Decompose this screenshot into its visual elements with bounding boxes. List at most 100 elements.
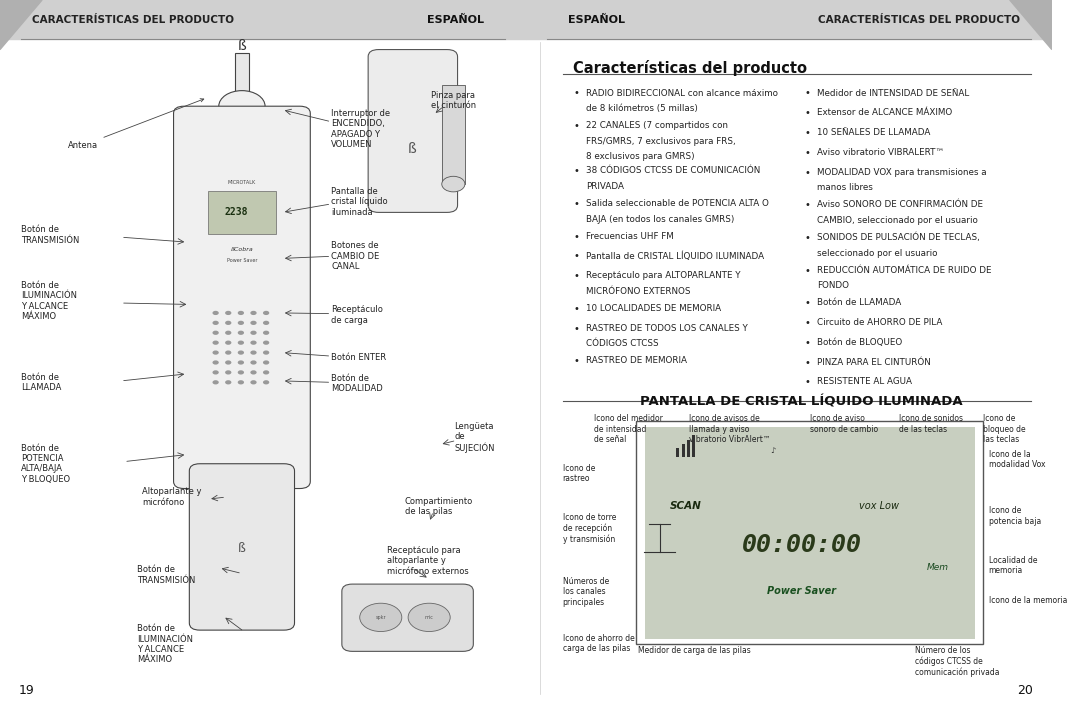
Text: Botón de
POTENCIA
ALTA/BAJA
Y BLOQUEO: Botón de POTENCIA ALTA/BAJA Y BLOQUEO — [21, 444, 70, 484]
Text: Icono de
potencia baja: Icono de potencia baja — [988, 506, 1041, 525]
Text: Interruptor de
ENCENDIDO,
APAGADO Y
VOLUMEN: Interruptor de ENCENDIDO, APAGADO Y VOLU… — [332, 109, 391, 149]
Text: •: • — [805, 200, 810, 210]
Text: 2238: 2238 — [225, 207, 248, 217]
Text: Power Saver: Power Saver — [227, 258, 257, 263]
Text: 10 SEÑALES DE LLAMADA: 10 SEÑALES DE LLAMADA — [818, 128, 931, 137]
Text: Botón de
TRANSMISIÓN: Botón de TRANSMISIÓN — [137, 565, 195, 585]
Text: Frecuencias UHF FM: Frecuencias UHF FM — [585, 232, 674, 241]
Text: Icono de sonidos
de las teclas: Icono de sonidos de las teclas — [900, 414, 963, 433]
Text: Receptáculo para ALTOPARLANTE Y: Receptáculo para ALTOPARLANTE Y — [585, 271, 741, 280]
FancyBboxPatch shape — [342, 584, 473, 651]
Text: BAJA (en todos los canales GMRS): BAJA (en todos los canales GMRS) — [585, 215, 734, 224]
Bar — [208, 191, 275, 234]
Text: Pantalla de CRISTAL LÍQUIDO ILUMINADA: Pantalla de CRISTAL LÍQUIDO ILUMINADA — [585, 251, 764, 261]
Circle shape — [238, 311, 244, 315]
Text: Lengüeta
de
SUJECIÓN: Lengüeta de SUJECIÓN — [455, 422, 495, 453]
Text: MODALIDAD VOX para transmisiones a: MODALIDAD VOX para transmisiones a — [818, 168, 987, 177]
Text: Power Saver: Power Saver — [767, 586, 836, 596]
Text: Número de los
códigos CTCSS de
comunicación privada: Número de los códigos CTCSS de comunicac… — [915, 646, 1000, 677]
Bar — [636, 421, 984, 644]
Bar — [0, 0, 526, 39]
Text: •: • — [573, 304, 579, 314]
Circle shape — [251, 380, 257, 384]
Circle shape — [238, 360, 244, 365]
Text: Icono de
rastreo: Icono de rastreo — [563, 464, 595, 483]
Text: Antena: Antena — [68, 98, 204, 149]
Circle shape — [238, 321, 244, 325]
Circle shape — [262, 321, 269, 325]
FancyBboxPatch shape — [368, 50, 458, 212]
Text: Aviso SONORO DE CONFIRMACIÓN DE: Aviso SONORO DE CONFIRMACIÓN DE — [818, 200, 983, 210]
Bar — [234, 53, 249, 92]
Text: Icono de avisos de
llamada y aviso
vibratorio VibrAlert™: Icono de avisos de llamada y aviso vibra… — [689, 414, 770, 444]
Text: ESPAÑOL: ESPAÑOL — [568, 15, 625, 25]
Bar — [526, 0, 1052, 39]
Text: Botones de
CAMBIO DE
CANAL: Botones de CAMBIO DE CANAL — [332, 241, 379, 271]
Text: FRS/GMRS, 7 exclusivos para FRS,: FRS/GMRS, 7 exclusivos para FRS, — [585, 137, 735, 146]
Circle shape — [251, 331, 257, 335]
Text: Icono del medidor
de intensidad
de señal: Icono del medidor de intensidad de señal — [594, 414, 663, 444]
Circle shape — [442, 176, 464, 192]
Circle shape — [238, 341, 244, 345]
Circle shape — [213, 380, 219, 384]
Text: •: • — [573, 88, 579, 98]
Circle shape — [251, 311, 257, 315]
Text: ß: ß — [408, 142, 417, 156]
Circle shape — [262, 360, 269, 365]
Circle shape — [219, 91, 265, 122]
Circle shape — [225, 321, 231, 325]
Text: Botón de
LLAMADA: Botón de LLAMADA — [21, 372, 62, 392]
Text: •: • — [573, 251, 579, 261]
Text: CARACTERÍSTICAS DEL PRODUCTO: CARACTERÍSTICAS DEL PRODUCTO — [31, 15, 233, 25]
FancyBboxPatch shape — [189, 464, 295, 630]
Circle shape — [262, 380, 269, 384]
Circle shape — [262, 331, 269, 335]
Text: RESISTENTE AL AGUA: RESISTENTE AL AGUA — [818, 377, 913, 387]
Text: Salida seleccionable de POTENCIA ALTA O: Salida seleccionable de POTENCIA ALTA O — [585, 199, 769, 208]
Text: REDUCCIÓN AUTOMÁTICA DE RUIDO DE: REDUCCIÓN AUTOMÁTICA DE RUIDO DE — [818, 266, 991, 275]
Circle shape — [251, 370, 257, 375]
Bar — [645, 427, 975, 639]
Text: Icono de ahorro de
carga de las pilas: Icono de ahorro de carga de las pilas — [563, 634, 634, 653]
Circle shape — [213, 350, 219, 355]
Text: FONDO: FONDO — [818, 281, 849, 290]
Text: •: • — [805, 128, 810, 138]
Bar — [442, 85, 464, 184]
Bar — [681, 444, 685, 457]
Text: ESPAÑOL: ESPAÑOL — [427, 15, 484, 25]
Text: •: • — [805, 377, 810, 387]
Text: PRIVADA: PRIVADA — [585, 182, 624, 191]
Text: Botón de LLAMADA: Botón de LLAMADA — [818, 298, 902, 307]
Bar — [687, 440, 690, 457]
Circle shape — [238, 370, 244, 375]
Circle shape — [213, 331, 219, 335]
Text: Medidor de INTENSIDAD DE SEÑAL: Medidor de INTENSIDAD DE SEÑAL — [818, 88, 970, 98]
Text: Números de
los canales
principales: Números de los canales principales — [563, 577, 609, 607]
Circle shape — [360, 603, 402, 632]
Text: SCAN: SCAN — [670, 501, 702, 511]
Text: Botón de
MODALIDAD: Botón de MODALIDAD — [332, 374, 383, 394]
Polygon shape — [0, 0, 42, 50]
Text: 20: 20 — [1017, 685, 1032, 697]
Text: CARACTERÍSTICAS DEL PRODUCTO: CARACTERÍSTICAS DEL PRODUCTO — [819, 15, 1021, 25]
Circle shape — [213, 321, 219, 325]
Circle shape — [408, 603, 450, 632]
Text: Icono de
bloqueo de
las teclas: Icono de bloqueo de las teclas — [984, 414, 1026, 444]
Text: Receptáculo
de carga: Receptáculo de carga — [332, 305, 383, 325]
Text: Botón de
ILUMINACIÓN
Y ALCANCE
MÁXIMO: Botón de ILUMINACIÓN Y ALCANCE MÁXIMO — [21, 281, 77, 321]
Circle shape — [225, 311, 231, 315]
Text: SONIDOS DE PULSACIÓN DE TECLAS,: SONIDOS DE PULSACIÓN DE TECLAS, — [818, 233, 980, 242]
Text: ♪: ♪ — [770, 445, 775, 455]
Polygon shape — [1010, 0, 1052, 50]
Text: de 8 kilómetros (5 millas): de 8 kilómetros (5 millas) — [585, 104, 698, 113]
Circle shape — [225, 360, 231, 365]
Text: Icono de torre
de recepción
y transmisión: Icono de torre de recepción y transmisió… — [563, 513, 616, 544]
Text: mic: mic — [424, 615, 433, 620]
Text: Botón de
ILUMINACIÓN
Y ALCANCE
MÁXIMO: Botón de ILUMINACIÓN Y ALCANCE MÁXIMO — [137, 624, 192, 664]
Text: •: • — [805, 108, 810, 118]
Circle shape — [251, 350, 257, 355]
Text: Botón de
TRANSMISIÓN: Botón de TRANSMISIÓN — [21, 225, 80, 245]
Circle shape — [225, 350, 231, 355]
Text: RASTREO DE MEMORIA: RASTREO DE MEMORIA — [585, 356, 687, 365]
Text: Características del producto: Características del producto — [573, 60, 807, 76]
